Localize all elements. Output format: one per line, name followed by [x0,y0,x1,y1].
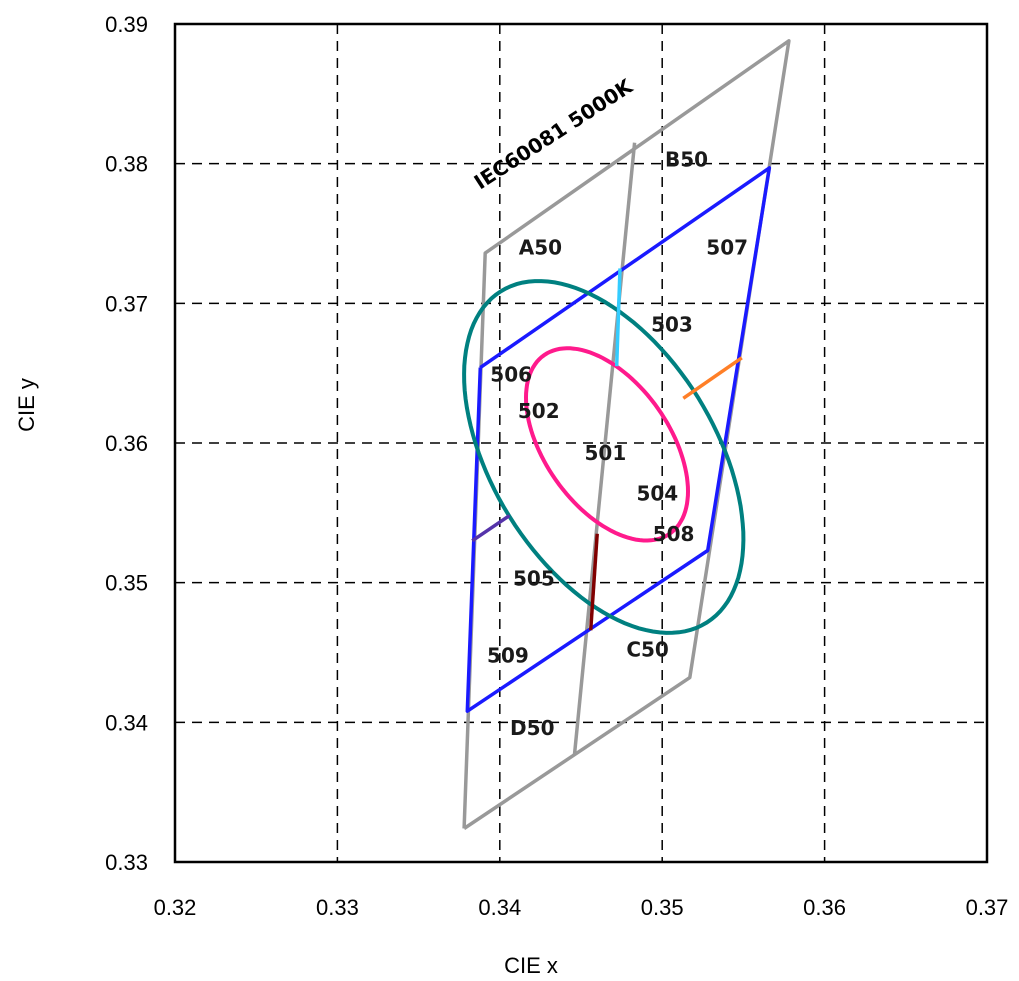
y-tick-label: 0.39 [105,12,148,37]
region-label: 504 [636,481,678,505]
y-tick-label: 0.37 [105,291,148,316]
x-tick-label: 0.32 [154,895,197,920]
region-label: 509 [487,643,529,667]
series-ellipse [523,346,691,543]
series [462,279,746,635]
y-axis-label: CIE y [14,378,39,432]
series-line [614,268,622,367]
x-tick-label: 0.34 [478,895,521,920]
series-line [465,166,772,713]
region-label: 502 [518,399,560,423]
series-line [471,514,511,543]
region-label: 506 [490,363,532,387]
series [471,514,511,543]
region-label: D50 [510,716,554,740]
series [588,533,599,631]
tick-labels: 0.32 0.33 0.34 0.35 0.36 0.370.330.340.350.36… [105,12,1008,920]
series [465,166,772,713]
series-line [588,533,599,631]
region-label: C50 [626,638,669,662]
grid [175,24,987,862]
series-line [572,142,637,755]
x-axis-label: CIE x [504,953,558,978]
x-tick-label: 0.36 [803,895,846,920]
series [523,346,691,543]
region-labels: A50 B50 507 503 506 502 501 504 508 505 509 C50 D50 [487,147,748,739]
region-label: 507 [706,235,748,259]
series [614,268,622,367]
region-label: B50 [665,147,708,171]
region-label: 505 [513,566,555,590]
series [682,356,743,400]
x-tick-label: 0.35 [641,895,684,920]
x-tick-label: 0.33 [316,895,359,920]
y-tick-label: 0.33 [105,850,148,875]
region-label: 503 [651,312,693,336]
region-label: A50 [519,235,562,259]
plot-frame [173,22,989,864]
region-label: 501 [584,441,626,465]
region-label: 508 [653,522,695,546]
series-line [682,356,743,400]
series-layer [462,39,791,830]
y-tick-label: 0.36 [105,431,148,456]
x-tick-label: 0.37 [966,895,1009,920]
series-ellipse [462,279,746,635]
y-tick-label: 0.38 [105,152,148,177]
y-tick-label: 0.34 [105,710,148,735]
y-tick-label: 0.35 [105,571,148,596]
